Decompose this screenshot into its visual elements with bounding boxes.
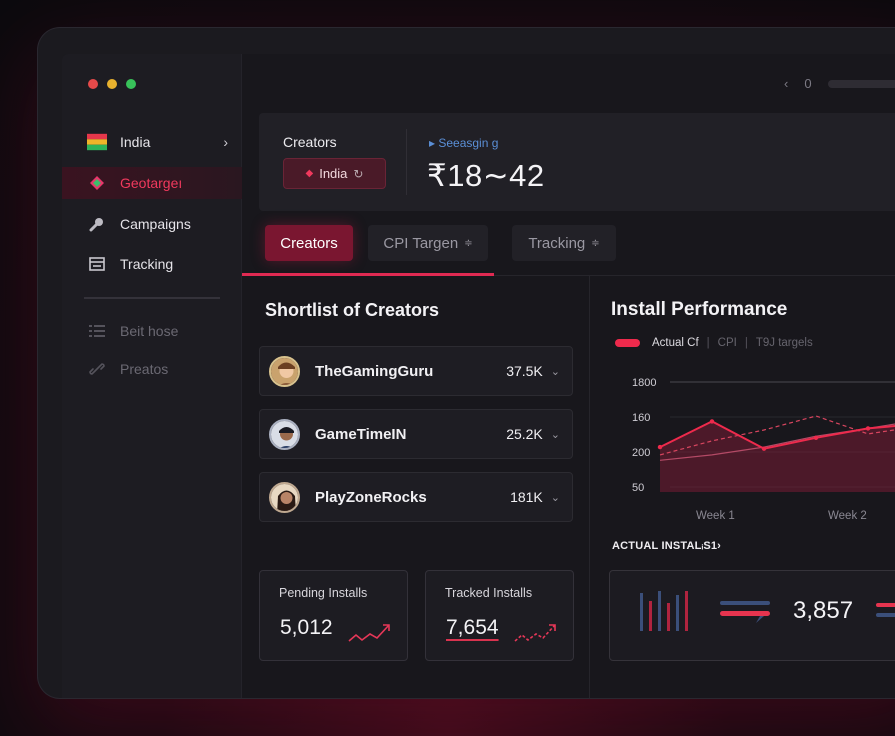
tracked-installs-card: Tracked Installs 7,654	[425, 570, 574, 661]
legend-actual: Actual Cf	[652, 337, 699, 349]
chevron-down-icon[interactable]: ⌄	[550, 365, 560, 378]
back-button[interactable]: ‹	[784, 76, 789, 91]
series-line-actual	[659, 420, 895, 450]
data-point	[865, 426, 871, 431]
header-summary-card: Creators ◆ India ↻ ▸ Seeasgin g ₹18∼42	[259, 113, 895, 211]
y-tick-label: 200	[632, 447, 650, 459]
geotarget-icon	[87, 174, 107, 192]
tab-bar: Creators CPI Targen ≑ Tracking ≑	[242, 219, 895, 276]
close-window-button[interactable]	[88, 79, 98, 89]
data-point	[761, 446, 767, 451]
diamond-icon: ◆	[305, 168, 314, 179]
creator-followers: 25.2K	[506, 426, 543, 442]
maximize-window-button[interactable]	[126, 79, 136, 89]
link-icon	[87, 360, 107, 378]
chevron-down-icon[interactable]: ⌄	[550, 491, 560, 504]
tab-tracking[interactable]: Tracking ≑	[512, 225, 616, 261]
comment-lines-icon	[876, 603, 895, 617]
chart-area-fill	[660, 421, 895, 492]
trend-up-icon	[348, 624, 390, 642]
install-performance-title: Install Performance	[611, 299, 788, 320]
sidebar-item-label: Preatos	[120, 361, 169, 377]
sidebar-item-label: Campaigns	[120, 216, 191, 232]
chart-legend: Actual Cf | CPI | T9J targels	[615, 337, 813, 349]
chevron-down-icon[interactable]: ⌄	[550, 428, 560, 441]
price-range: ₹18∼42	[427, 158, 545, 193]
sidebar-item-label: Geotargeı	[120, 175, 183, 191]
tracking-icon	[87, 255, 107, 273]
legend-swatch-actual	[615, 339, 640, 347]
filter-icon: ≑	[591, 237, 600, 249]
shortlist-title: Shortlist of Creators	[265, 300, 440, 320]
x-tick-label: Week 2	[828, 510, 867, 522]
bar-sparkline-icon	[640, 591, 688, 631]
window-controls	[88, 79, 136, 89]
list-icon	[87, 322, 107, 340]
header-label: Creators	[283, 134, 337, 150]
sidebar-item-beit-hose[interactable]: Beit hose	[62, 315, 242, 347]
pending-installs-card: Pending Installs 5,012	[259, 570, 408, 661]
sidebar-item-india[interactable]: India ›	[62, 126, 242, 158]
data-point	[709, 419, 715, 424]
play-icon: ▸	[429, 136, 439, 150]
refresh-icon: ↻	[353, 166, 364, 181]
season-label: ▸ Seeasgin g	[429, 136, 499, 150]
tab-creators[interactable]: Creators	[265, 225, 353, 261]
trend-up-icon	[514, 624, 556, 642]
data-point	[813, 435, 819, 440]
actual-installs-card: 3,857	[609, 570, 895, 661]
country-chip-label: India	[319, 166, 348, 181]
counter-indicator: 0	[804, 76, 812, 91]
actual-installs-title: ACTUAL INSTALᵢS1›	[612, 540, 722, 552]
legend-targets: T9J targels	[755, 337, 813, 349]
creator-row[interactable]: GameTimeIN 25.2K ⌄	[259, 409, 573, 459]
avatar	[269, 481, 300, 513]
y-tick-label: 160	[632, 412, 650, 424]
sidebar-divider	[84, 297, 220, 299]
country-selector[interactable]: ◆ India ↻	[283, 158, 386, 189]
pending-installs-label: Pending Installs	[279, 586, 368, 600]
sidebar-item-preatos[interactable]: Preatos	[62, 353, 242, 385]
pending-installs-value: 5,012	[280, 616, 333, 639]
sidebar-item-label: Beit hose	[120, 323, 179, 339]
data-point	[657, 444, 663, 450]
comment-lines-icon	[720, 601, 770, 623]
y-tick-label: 50	[632, 482, 644, 494]
legend-cpi: CPI	[717, 337, 737, 349]
sidebar-item-geotarget[interactable]: Geotargeı	[62, 167, 242, 199]
topbar-controls: ‹ 0	[784, 76, 895, 91]
creator-row[interactable]: TheGamingGuru 37.5K ⌄	[259, 346, 573, 396]
india-flag-icon	[87, 133, 107, 151]
tracked-installs-label: Tracked Installs	[445, 586, 533, 600]
avatar	[269, 355, 300, 387]
creator-followers: 181K	[510, 489, 543, 505]
creator-name: TheGamingGuru	[315, 362, 434, 380]
y-tick-label: 1800	[632, 377, 656, 389]
wrench-icon	[87, 215, 107, 233]
active-tab-indicator	[242, 273, 494, 276]
creator-name: GameTimeIN	[315, 425, 407, 443]
header-separator	[406, 129, 407, 195]
x-tick-label: Week 1	[696, 510, 735, 522]
app-window: India › Geotargeı Campaigns Tracking	[62, 54, 895, 698]
sidebar-item-campaigns[interactable]: Campaigns	[62, 208, 242, 240]
creator-name: PlayZoneRocks	[315, 488, 427, 506]
filter-icon: ≑	[464, 237, 473, 249]
series-line-targets	[659, 415, 895, 456]
sidebar: India › Geotargeı Campaigns Tracking	[62, 54, 242, 698]
panel-divider	[589, 276, 590, 698]
creator-followers: 37.5K	[506, 363, 543, 379]
tracked-installs-value: 7,654	[446, 616, 499, 639]
actual-installs-value: 3,857	[793, 597, 854, 624]
sidebar-item-label: India	[120, 134, 151, 150]
chevron-right-icon: ›	[223, 134, 228, 150]
sidebar-item-tracking[interactable]: Tracking	[62, 248, 242, 280]
creator-row[interactable]: PlayZoneRocks 181K ⌄	[259, 472, 573, 522]
sidebar-item-label: Tracking	[120, 256, 174, 272]
avatar	[269, 418, 300, 450]
tab-cpi-targen[interactable]: CPI Targen ≑	[368, 225, 488, 261]
minimize-window-button[interactable]	[107, 79, 117, 89]
address-bar[interactable]	[827, 79, 895, 88]
